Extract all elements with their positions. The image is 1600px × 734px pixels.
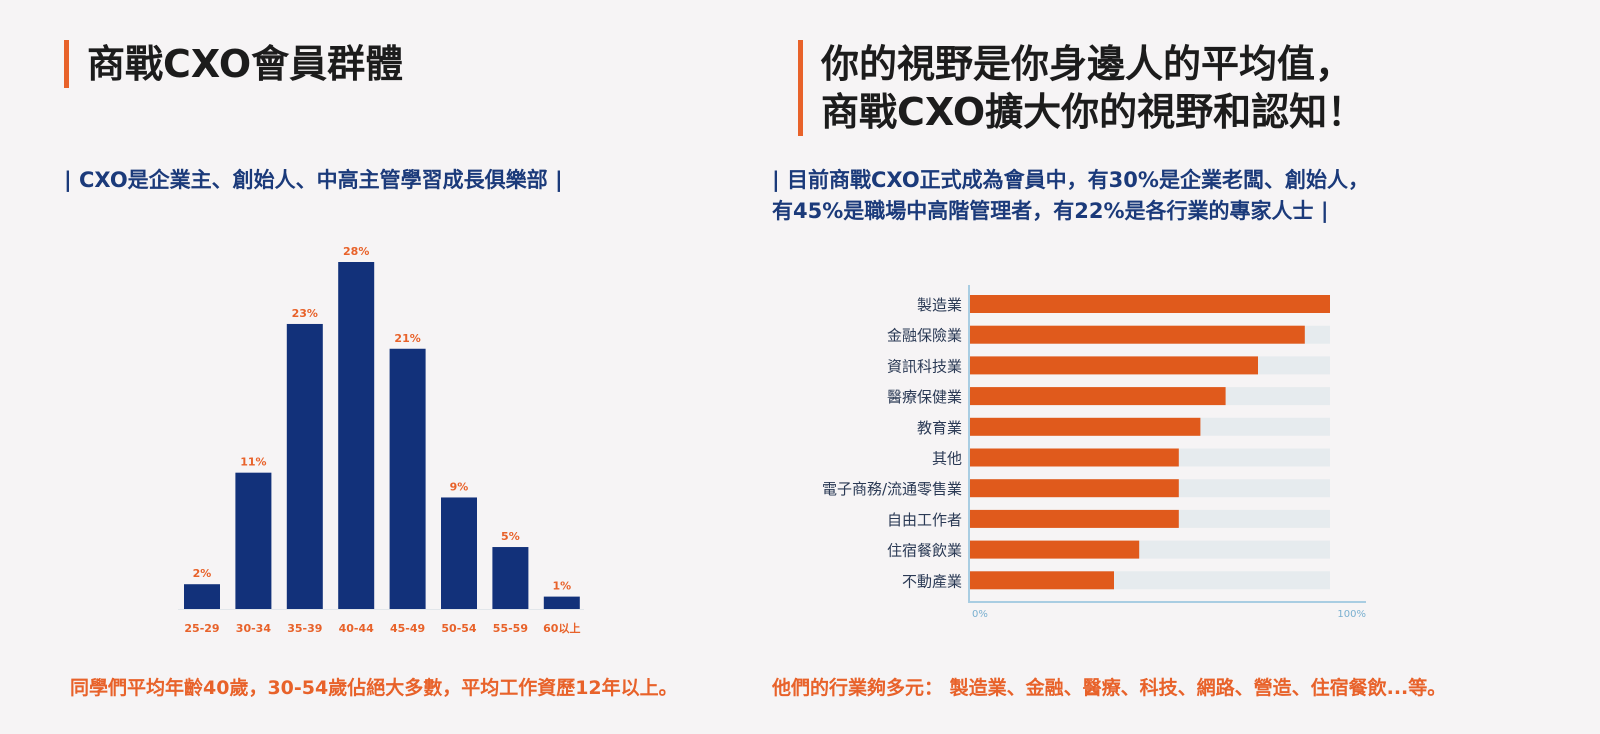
- right-title-line1: 你的視野是你身邊人的平均值，: [821, 42, 1354, 86]
- industry-x-tick-label: 100%: [1337, 609, 1366, 620]
- age-bar: [235, 472, 272, 609]
- industry-category-label: 醫療保健業: [887, 388, 962, 406]
- age-bar: [492, 547, 529, 609]
- industry-bar: [970, 448, 1179, 467]
- industry-bar: [970, 509, 1179, 528]
- industry-category-label: 自由工作者: [887, 511, 962, 529]
- age-tick-label: 55-59: [493, 622, 528, 635]
- age-tick-label: 30-34: [236, 622, 272, 635]
- industry-category-label: 教育業: [917, 419, 962, 437]
- right-title-line2: 商戰CXO擴大你的視野和認知！: [821, 90, 1366, 134]
- right-title: 你的視野是你身邊人的平均值， 商戰CXO擴大你的視野和認知！: [798, 40, 1365, 136]
- left-title-text: 商戰CXO會員群體: [87, 42, 404, 86]
- industry-bar-chart: 製造業金融保險業資訊科技業醫療保健業教育業其他電子商務/流通零售業自由工作者住宿…: [822, 285, 1366, 620]
- age-bar-value-label: 21%: [394, 332, 420, 345]
- age-tick-label: 40-44: [339, 622, 375, 635]
- industry-category-label: 其他: [932, 450, 962, 468]
- age-bar-chart: 2% 25-29 11% 30-34 23% 35-39 28% 40-44 21% 45-49 9…: [178, 245, 584, 635]
- age-bar: [184, 584, 220, 609]
- age-bar: [389, 348, 426, 609]
- industry-bar: [970, 479, 1179, 498]
- industry-bar: [970, 356, 1258, 375]
- age-bar-value-label: 2%: [193, 567, 212, 580]
- industry-category-label: 電子商務/流通零售業: [822, 480, 962, 498]
- age-bar-value-label: 9%: [450, 480, 469, 493]
- industry-bar: [970, 571, 1114, 590]
- age-bar: [543, 596, 580, 609]
- industry-category-label: 不動產業: [902, 572, 962, 590]
- age-tick-label: 60以上: [543, 621, 580, 635]
- industry-category-label: 資訊科技業: [887, 357, 962, 375]
- industry-bar: [970, 417, 1201, 436]
- age-bar: [441, 497, 477, 609]
- age-tick-label: 25-29: [184, 622, 219, 635]
- right-footer: 他們的行業夠多元： 製造業、金融、醫療、科技、網路、營造、住宿餐飲...等。: [772, 677, 1447, 699]
- industry-bar: [970, 295, 1330, 313]
- age-tick-label: 50-54: [441, 622, 477, 635]
- age-bar-value-label: 28%: [343, 245, 369, 258]
- age-bar-value-label: 23%: [292, 307, 318, 320]
- left-title: 商戰CXO會員群體: [64, 40, 403, 88]
- industry-x-tick-label: 0%: [972, 609, 988, 620]
- industry-category-label: 金融保險業: [887, 327, 962, 345]
- left-subtitle: | CXO是企業主、創始人、中高主管學習成長俱樂部 |: [64, 168, 563, 192]
- left-footer: 同學們平均年齡40歲，30-54歲佔絕大多數，平均工作資歷12年以上。: [70, 677, 678, 699]
- right-subtitle-line1: | 目前商戰CXO正式成為會員中，有30%是企業老闆、創始人，: [772, 168, 1369, 192]
- age-tick-label: 35-39: [287, 622, 322, 635]
- age-tick-label: 45-49: [390, 622, 425, 635]
- right-subtitle: | 目前商戰CXO正式成為會員中，有30%是企業老闆、創始人， 有45%是職場中…: [772, 165, 1369, 227]
- age-bar: [338, 262, 375, 609]
- age-bar-value-label: 1%: [552, 580, 571, 593]
- industry-category-label: 製造業: [917, 296, 962, 314]
- age-bar-value-label: 5%: [501, 530, 520, 543]
- age-bar-value-label: 11%: [240, 456, 266, 469]
- industry-category-label: 住宿餐飲業: [887, 542, 962, 560]
- industry-bar: [970, 540, 1140, 559]
- age-bar: [286, 323, 323, 609]
- industry-bar: [970, 325, 1305, 344]
- right-subtitle-line2: 有45%是職場中高階管理者，有22%是各行業的專家人士 |: [772, 199, 1329, 223]
- industry-bar: [970, 387, 1226, 406]
